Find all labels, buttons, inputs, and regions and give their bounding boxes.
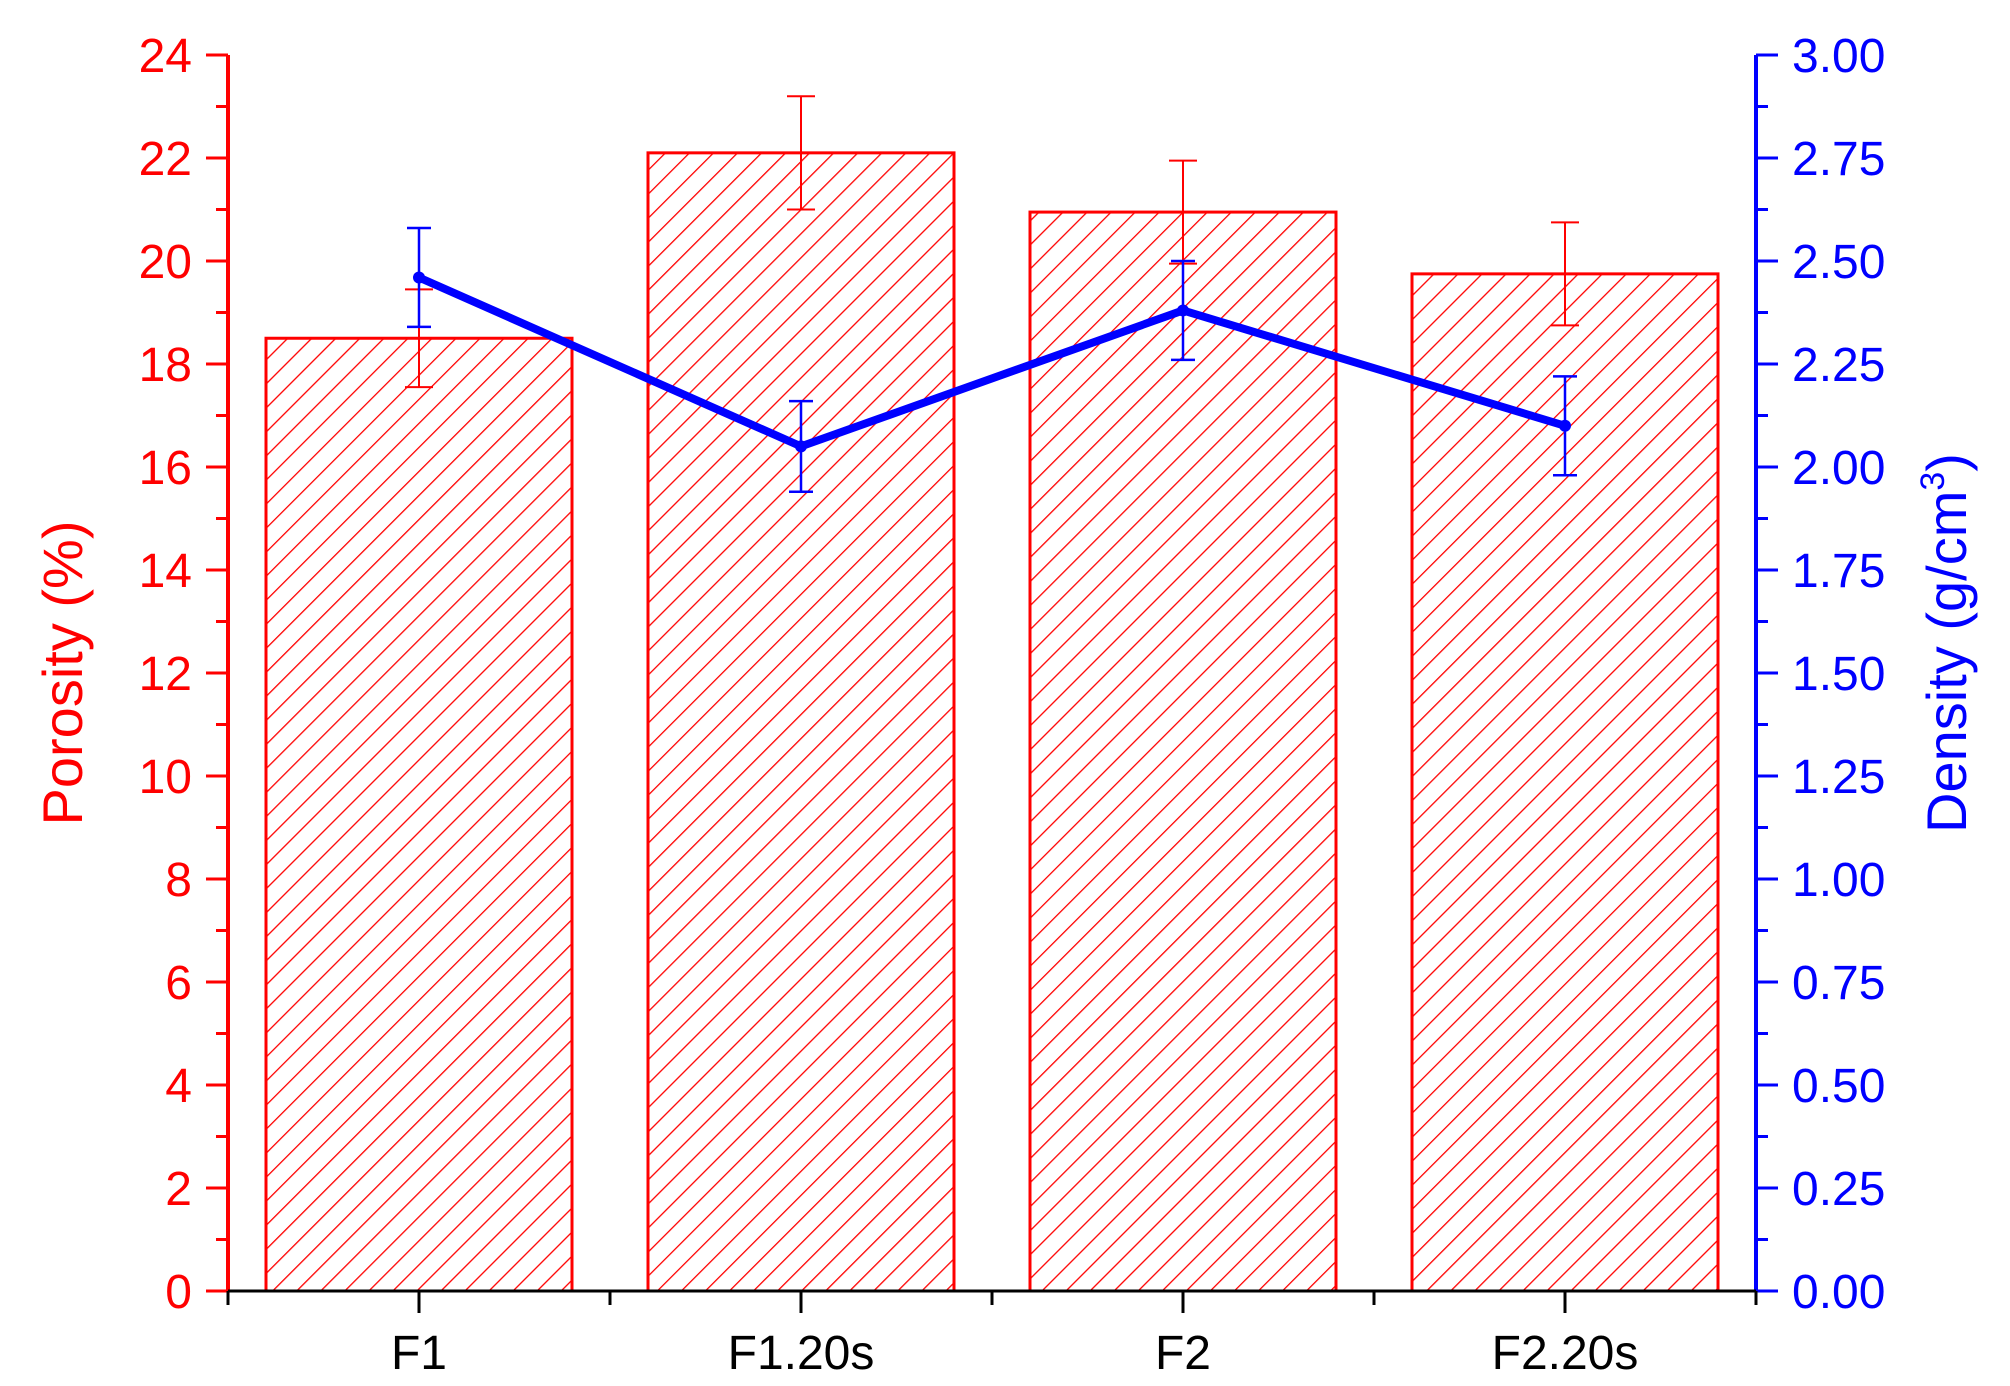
porosity-bar: [646, 151, 956, 1293]
x-tick-label: F1.20s: [728, 1327, 875, 1380]
x-tick-label: F2: [1155, 1327, 1211, 1380]
right-axis-title-superscript: 3: [1914, 472, 1952, 491]
left-tick-label: 24: [139, 30, 192, 83]
right-axis-title: Density (g/cm3): [1914, 453, 1978, 833]
right-tick-label: 2.00: [1792, 442, 1885, 495]
right-axis-title-main: Density (g/cm: [1915, 491, 1978, 833]
density-line: [415, 273, 1569, 451]
x-tick-label: F1: [391, 1327, 447, 1380]
right-tick-label: 0.50: [1792, 1060, 1885, 1113]
bars-layer: [264, 95, 1720, 1293]
right-tick-label: 1.25: [1792, 751, 1885, 804]
left-tick-label: 6: [165, 957, 192, 1010]
left-tick-label: 20: [139, 236, 192, 289]
right-axis-title-close: ): [1915, 453, 1978, 472]
left-tick-label: 18: [139, 339, 192, 392]
right-tick-label: 1.75: [1792, 545, 1885, 598]
density-line-layer: [407, 226, 1577, 493]
right-tick-label: 0.25: [1792, 1163, 1885, 1216]
density-point: [1559, 419, 1571, 432]
left-tick-label: 0: [165, 1266, 192, 1319]
right-tick-label: 2.25: [1792, 339, 1885, 392]
porosity-error-bar: [1551, 221, 1579, 327]
right-tick-label: 1.50: [1792, 648, 1885, 701]
density-point: [413, 271, 425, 284]
right-tick-label: 2.50: [1792, 236, 1885, 289]
x-tick-label: F2.20s: [1492, 1327, 1639, 1380]
left-tick-label: 12: [139, 648, 192, 701]
left-tick-label: 14: [139, 545, 192, 598]
right-tick-label: 3.00: [1792, 30, 1885, 83]
left-tick-label: 8: [165, 854, 192, 907]
right-tick-label: 0.75: [1792, 957, 1885, 1010]
left-tick-label: 2: [165, 1163, 192, 1216]
right-tick-label: 1.00: [1792, 854, 1885, 907]
porosity-bar: [1028, 210, 1338, 1293]
left-tick-label: 22: [139, 133, 192, 186]
left-axis-title: Porosity (%): [31, 521, 94, 826]
left-tick-label: 16: [139, 442, 192, 495]
porosity-bar: [264, 336, 574, 1293]
left-tick-label: 10: [139, 751, 192, 804]
axes-layer: 0246810121416182022240.000.250.500.751.0…: [139, 30, 1886, 1380]
density-point: [795, 440, 807, 453]
right-tick-label: 2.75: [1792, 133, 1885, 186]
density-point: [1177, 304, 1189, 317]
right-tick-label: 0.00: [1792, 1266, 1885, 1319]
left-tick-label: 4: [165, 1060, 192, 1113]
porosity-error-bar: [787, 95, 815, 211]
